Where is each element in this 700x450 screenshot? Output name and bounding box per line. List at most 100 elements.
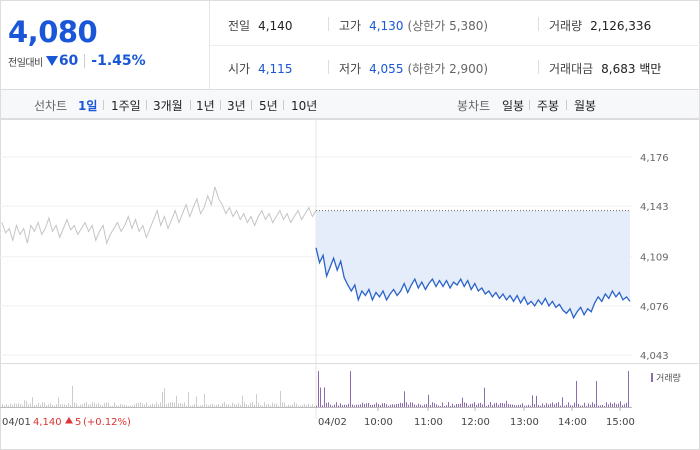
volume-bar (476, 405, 477, 407)
volume-bar (10, 403, 11, 407)
volume-bar (248, 405, 249, 407)
volume-bar (138, 403, 139, 407)
volume-bar (160, 402, 161, 407)
volume-bar (124, 404, 125, 407)
candle-daily-button[interactable]: 일봉 (502, 99, 525, 113)
volume-bar (510, 404, 511, 407)
volume-bar (250, 403, 251, 407)
volume-bar (482, 404, 483, 407)
line-chart-label: 선차트 (34, 99, 68, 113)
current-price: 4,080 (8, 15, 98, 49)
volume-bar (352, 404, 353, 407)
volume-bar (278, 405, 279, 407)
volume-bar (538, 405, 539, 407)
volume-bar (576, 381, 577, 407)
volume-bar (24, 400, 25, 407)
volume-bar (154, 404, 155, 407)
volume-bar (542, 403, 543, 407)
volume-bar (490, 402, 491, 407)
divider (566, 100, 567, 110)
volume-bar (102, 405, 103, 407)
volume-bar (474, 402, 475, 407)
volume-bar (308, 403, 309, 407)
volume-bar (344, 404, 345, 407)
volume-bar (50, 403, 51, 407)
volume-bar (506, 400, 507, 407)
volume-bar (418, 403, 419, 407)
volume-bar (340, 403, 341, 407)
price-chart-svg: 4,176 4,143 4,109 4,076 4,043 거래량 04/01 04/02… (0, 119, 700, 450)
volume-bar (546, 403, 547, 407)
period-1w-button[interactable]: 1주일 (111, 99, 141, 113)
period-5y-button[interactable]: 5년 (259, 99, 278, 113)
volume-bar (524, 405, 525, 407)
volume-bar (318, 371, 319, 407)
volume-bar (416, 405, 417, 407)
y-tick-label: 4,076 (640, 302, 669, 313)
volume-bar (396, 404, 397, 407)
volume-bar (38, 402, 39, 407)
volume-bar (574, 402, 575, 407)
volume-bar (236, 404, 237, 407)
volume-bar (628, 371, 629, 407)
stat-volume: 거래량 2,126,336 (549, 17, 651, 34)
volume-bar (94, 402, 95, 407)
volume-bar (76, 403, 77, 407)
volume-bar (422, 405, 423, 407)
volume-bar (288, 404, 289, 407)
period-3y-button[interactable]: 3년 (227, 99, 246, 113)
chart-grid (0, 119, 632, 419)
volume-bar (60, 404, 61, 407)
volume-bar (512, 404, 513, 407)
divider (538, 60, 539, 74)
period-1d-button[interactable]: 1일 (78, 99, 98, 113)
volume-bar (92, 402, 93, 407)
period-10y-button[interactable]: 10년 (291, 99, 318, 113)
volume-bar (550, 403, 551, 407)
change-row: 전일대비 60 -1.45% (8, 53, 146, 69)
volume-bar (146, 402, 147, 407)
volume-bar (398, 403, 399, 407)
volume-bar (260, 404, 261, 407)
volume-bar (268, 403, 269, 407)
volume-bar (424, 404, 425, 407)
volume-bar (130, 405, 131, 407)
volume-bar (108, 402, 109, 407)
volume-bar (350, 371, 351, 407)
volume-bar (494, 403, 495, 407)
volume-legend-label: 거래량 (656, 372, 681, 384)
y-tick-label: 4,176 (640, 153, 669, 164)
volume-bar (16, 404, 17, 407)
volume-bar (452, 403, 453, 407)
volume-bar (432, 402, 433, 407)
volume-bar (532, 395, 533, 407)
volume-bar (78, 405, 79, 407)
volume-bar (172, 402, 173, 407)
volume-bar (578, 403, 579, 407)
stat-value: 4,115 (258, 62, 293, 76)
volume-bar (378, 404, 379, 407)
volume-bar (338, 405, 339, 407)
candle-weekly-button[interactable]: 주봉 (537, 99, 560, 113)
period-1y-button[interactable]: 1년 (196, 99, 215, 113)
stat-value: 4,130 (369, 19, 404, 33)
volume-bar (354, 405, 355, 407)
volume-bar (404, 391, 405, 407)
volume-bar (272, 402, 273, 407)
volume-legend-swatch (651, 373, 653, 382)
volume-bar (608, 404, 609, 407)
volume-bar (270, 405, 271, 407)
volume-bar (114, 402, 115, 407)
x-axis-label: 04/02 (318, 417, 347, 428)
volume-bar (554, 404, 555, 407)
volume-bar (466, 403, 467, 407)
volume-bar (316, 405, 317, 407)
x-axis-label: 15:00 (606, 417, 635, 428)
volume-bar (204, 393, 205, 407)
volume-bar (242, 395, 243, 407)
volume-bar (516, 405, 517, 407)
volume-bar (254, 404, 255, 407)
candle-monthly-button[interactable]: 월봉 (574, 99, 597, 113)
x-axis-label: 12:00 (461, 417, 490, 428)
period-3m-button[interactable]: 3개월 (153, 99, 183, 113)
